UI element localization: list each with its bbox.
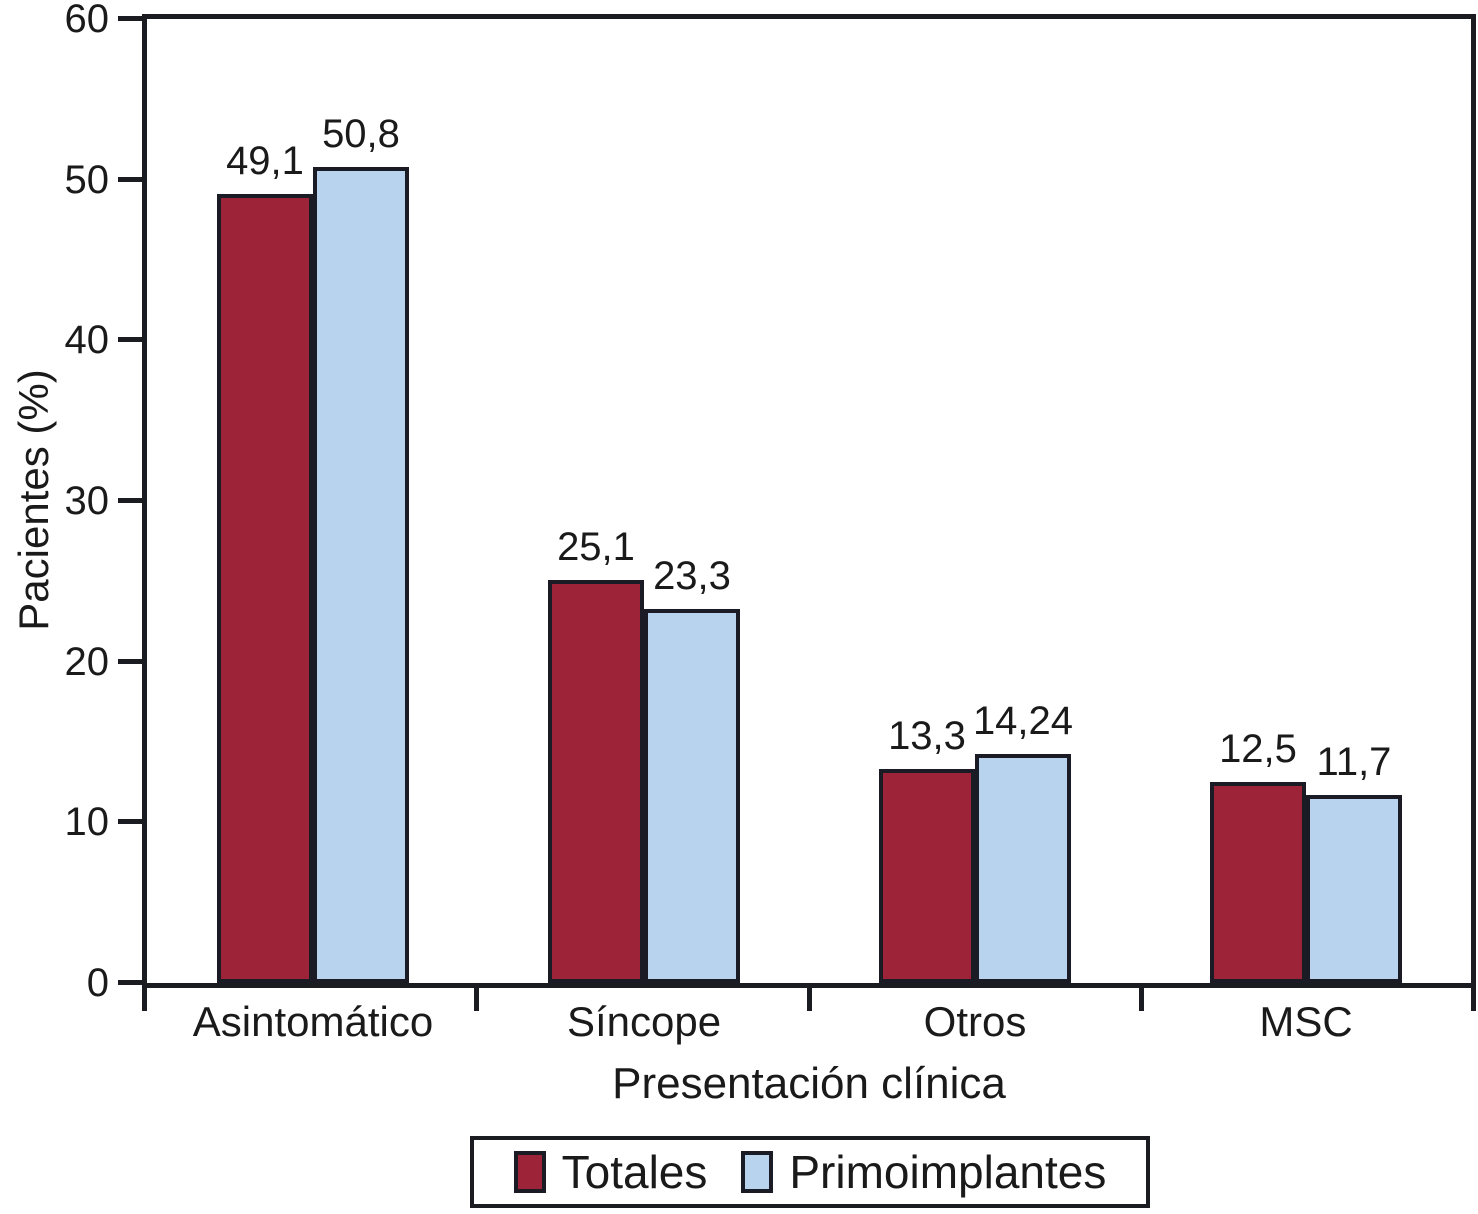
y-tick-label: 30 [64, 479, 110, 523]
category-label-4: MSC [1259, 998, 1353, 1045]
y-axis-tick [118, 819, 145, 824]
y-axis-tick [118, 16, 145, 21]
y-tick-label: 40 [64, 318, 110, 362]
y-tick-label: 60 [64, 0, 110, 41]
x-axis-tick [474, 983, 479, 1011]
x-axis-tick [1139, 983, 1144, 1011]
y-tick-label: 10 [64, 800, 110, 844]
totales-swatch-icon [513, 1151, 546, 1193]
x-axis-title: Presentación clínica [612, 1059, 1006, 1108]
y-axis-tick [118, 337, 145, 342]
bar-primoimplantes-3 [975, 754, 1071, 983]
y-axis-tick [118, 980, 145, 985]
bar-value-label: 11,7 [1316, 740, 1392, 784]
y-axis-tick [118, 659, 145, 664]
primoimplantes-swatch-icon [741, 1151, 774, 1193]
bar-primoimplantes-2 [644, 609, 740, 983]
y-tick-label: 20 [64, 640, 110, 684]
y-axis-tick [118, 177, 145, 182]
y-axis-tick [118, 498, 145, 503]
bar-totales-1 [217, 194, 313, 983]
bar-primoimplantes-1 [313, 167, 409, 983]
bar-totales-4 [1210, 782, 1306, 983]
y-tick-label: 0 [86, 961, 109, 1005]
legend-label-totales: Totales [561, 1146, 708, 1198]
bar-value-label: 14,24 [972, 699, 1074, 743]
bar-value-label: 25,1 [557, 525, 635, 569]
bar-value-label: 13,3 [888, 714, 966, 758]
bar-value-label: 12,5 [1219, 727, 1297, 771]
legend-label-primoimplantes: Primoimplantes [789, 1146, 1107, 1198]
x-axis-tick [1471, 983, 1476, 1011]
category-label-3: Otros [923, 998, 1027, 1045]
y-tick-label: 50 [64, 158, 110, 202]
legend: Totales Primoimplantes [470, 1136, 1150, 1208]
bar-value-label: 23,3 [653, 554, 731, 598]
category-label-1: Asintomático [192, 998, 434, 1045]
bar-totales-3 [879, 769, 975, 983]
legend-item-primoimplantes: Primoimplantes [741, 1146, 1106, 1198]
bar-totales-2 [548, 580, 644, 983]
x-axis-tick [807, 983, 812, 1011]
bar-primoimplantes-4 [1306, 795, 1402, 983]
bar-value-label: 49,1 [226, 139, 304, 183]
legend-item-totales: Totales [513, 1146, 708, 1198]
category-label-2: Síncope [566, 998, 722, 1045]
bar-value-label: 50,8 [322, 112, 400, 156]
x-axis-tick [142, 983, 147, 1011]
